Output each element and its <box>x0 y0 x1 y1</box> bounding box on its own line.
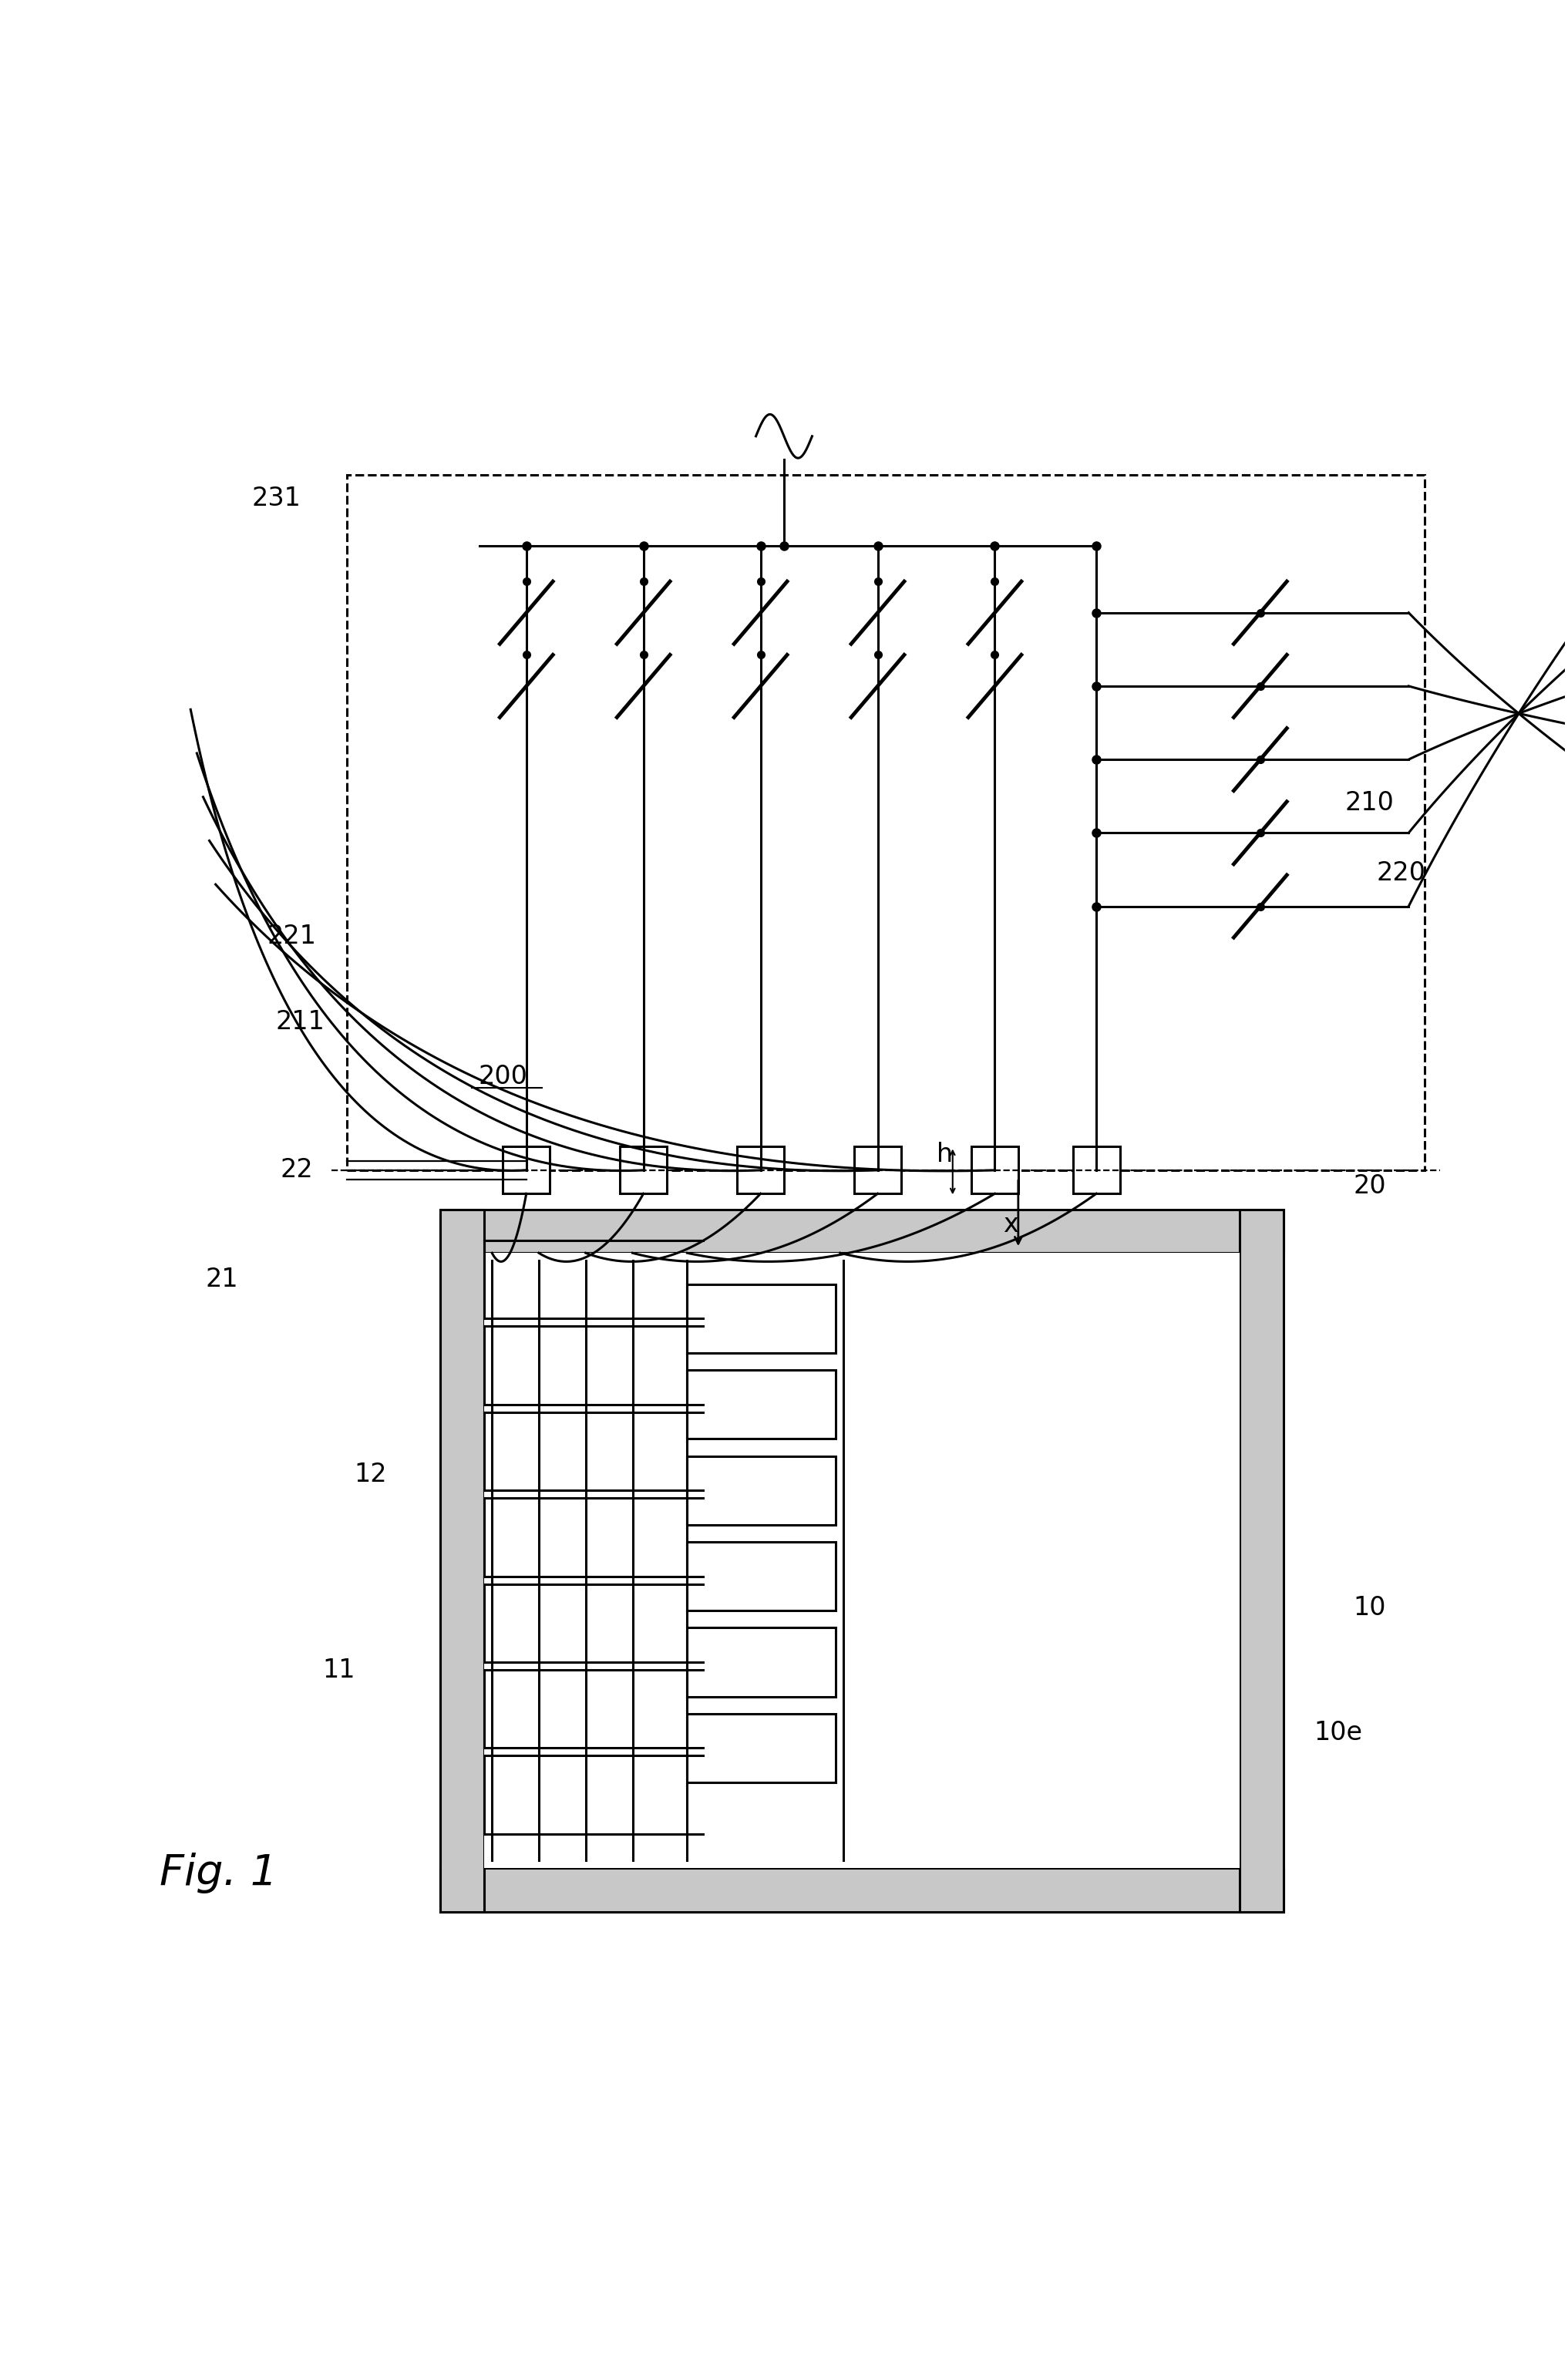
Bar <box>972 1147 1018 1194</box>
Bar <box>441 1209 485 1913</box>
Text: Fig. 1: Fig. 1 <box>160 1852 278 1894</box>
Text: 210: 210 <box>1345 792 1394 815</box>
Bar <box>855 1147 902 1194</box>
Text: 10: 10 <box>1353 1595 1386 1621</box>
Text: 221: 221 <box>268 924 317 949</box>
Text: 21: 21 <box>205 1268 238 1291</box>
Text: 231: 231 <box>252 485 301 511</box>
Bar <box>687 1456 836 1524</box>
Bar <box>441 1868 1284 1913</box>
Bar <box>687 1541 836 1612</box>
Text: 12: 12 <box>354 1463 387 1487</box>
Bar <box>687 1713 836 1783</box>
Text: 220: 220 <box>1377 860 1425 886</box>
Bar <box>503 1147 550 1194</box>
Text: x: x <box>1004 1211 1018 1237</box>
Text: 10e: 10e <box>1314 1720 1363 1746</box>
Bar <box>737 1147 784 1194</box>
Bar <box>687 1284 836 1352</box>
Bar <box>687 1628 836 1696</box>
Bar <box>441 1209 1284 1253</box>
Bar <box>619 1147 666 1194</box>
Bar <box>1240 1209 1284 1913</box>
Bar <box>687 1371 836 1440</box>
Bar <box>485 1253 1240 1868</box>
Text: 200: 200 <box>478 1065 527 1088</box>
Bar <box>1073 1147 1120 1194</box>
Text: 11: 11 <box>323 1656 356 1682</box>
Text: h: h <box>936 1143 953 1166</box>
Text: 22: 22 <box>281 1157 314 1183</box>
Bar <box>347 476 1424 1171</box>
Text: 211: 211 <box>276 1008 325 1034</box>
Text: 20: 20 <box>1353 1173 1386 1199</box>
